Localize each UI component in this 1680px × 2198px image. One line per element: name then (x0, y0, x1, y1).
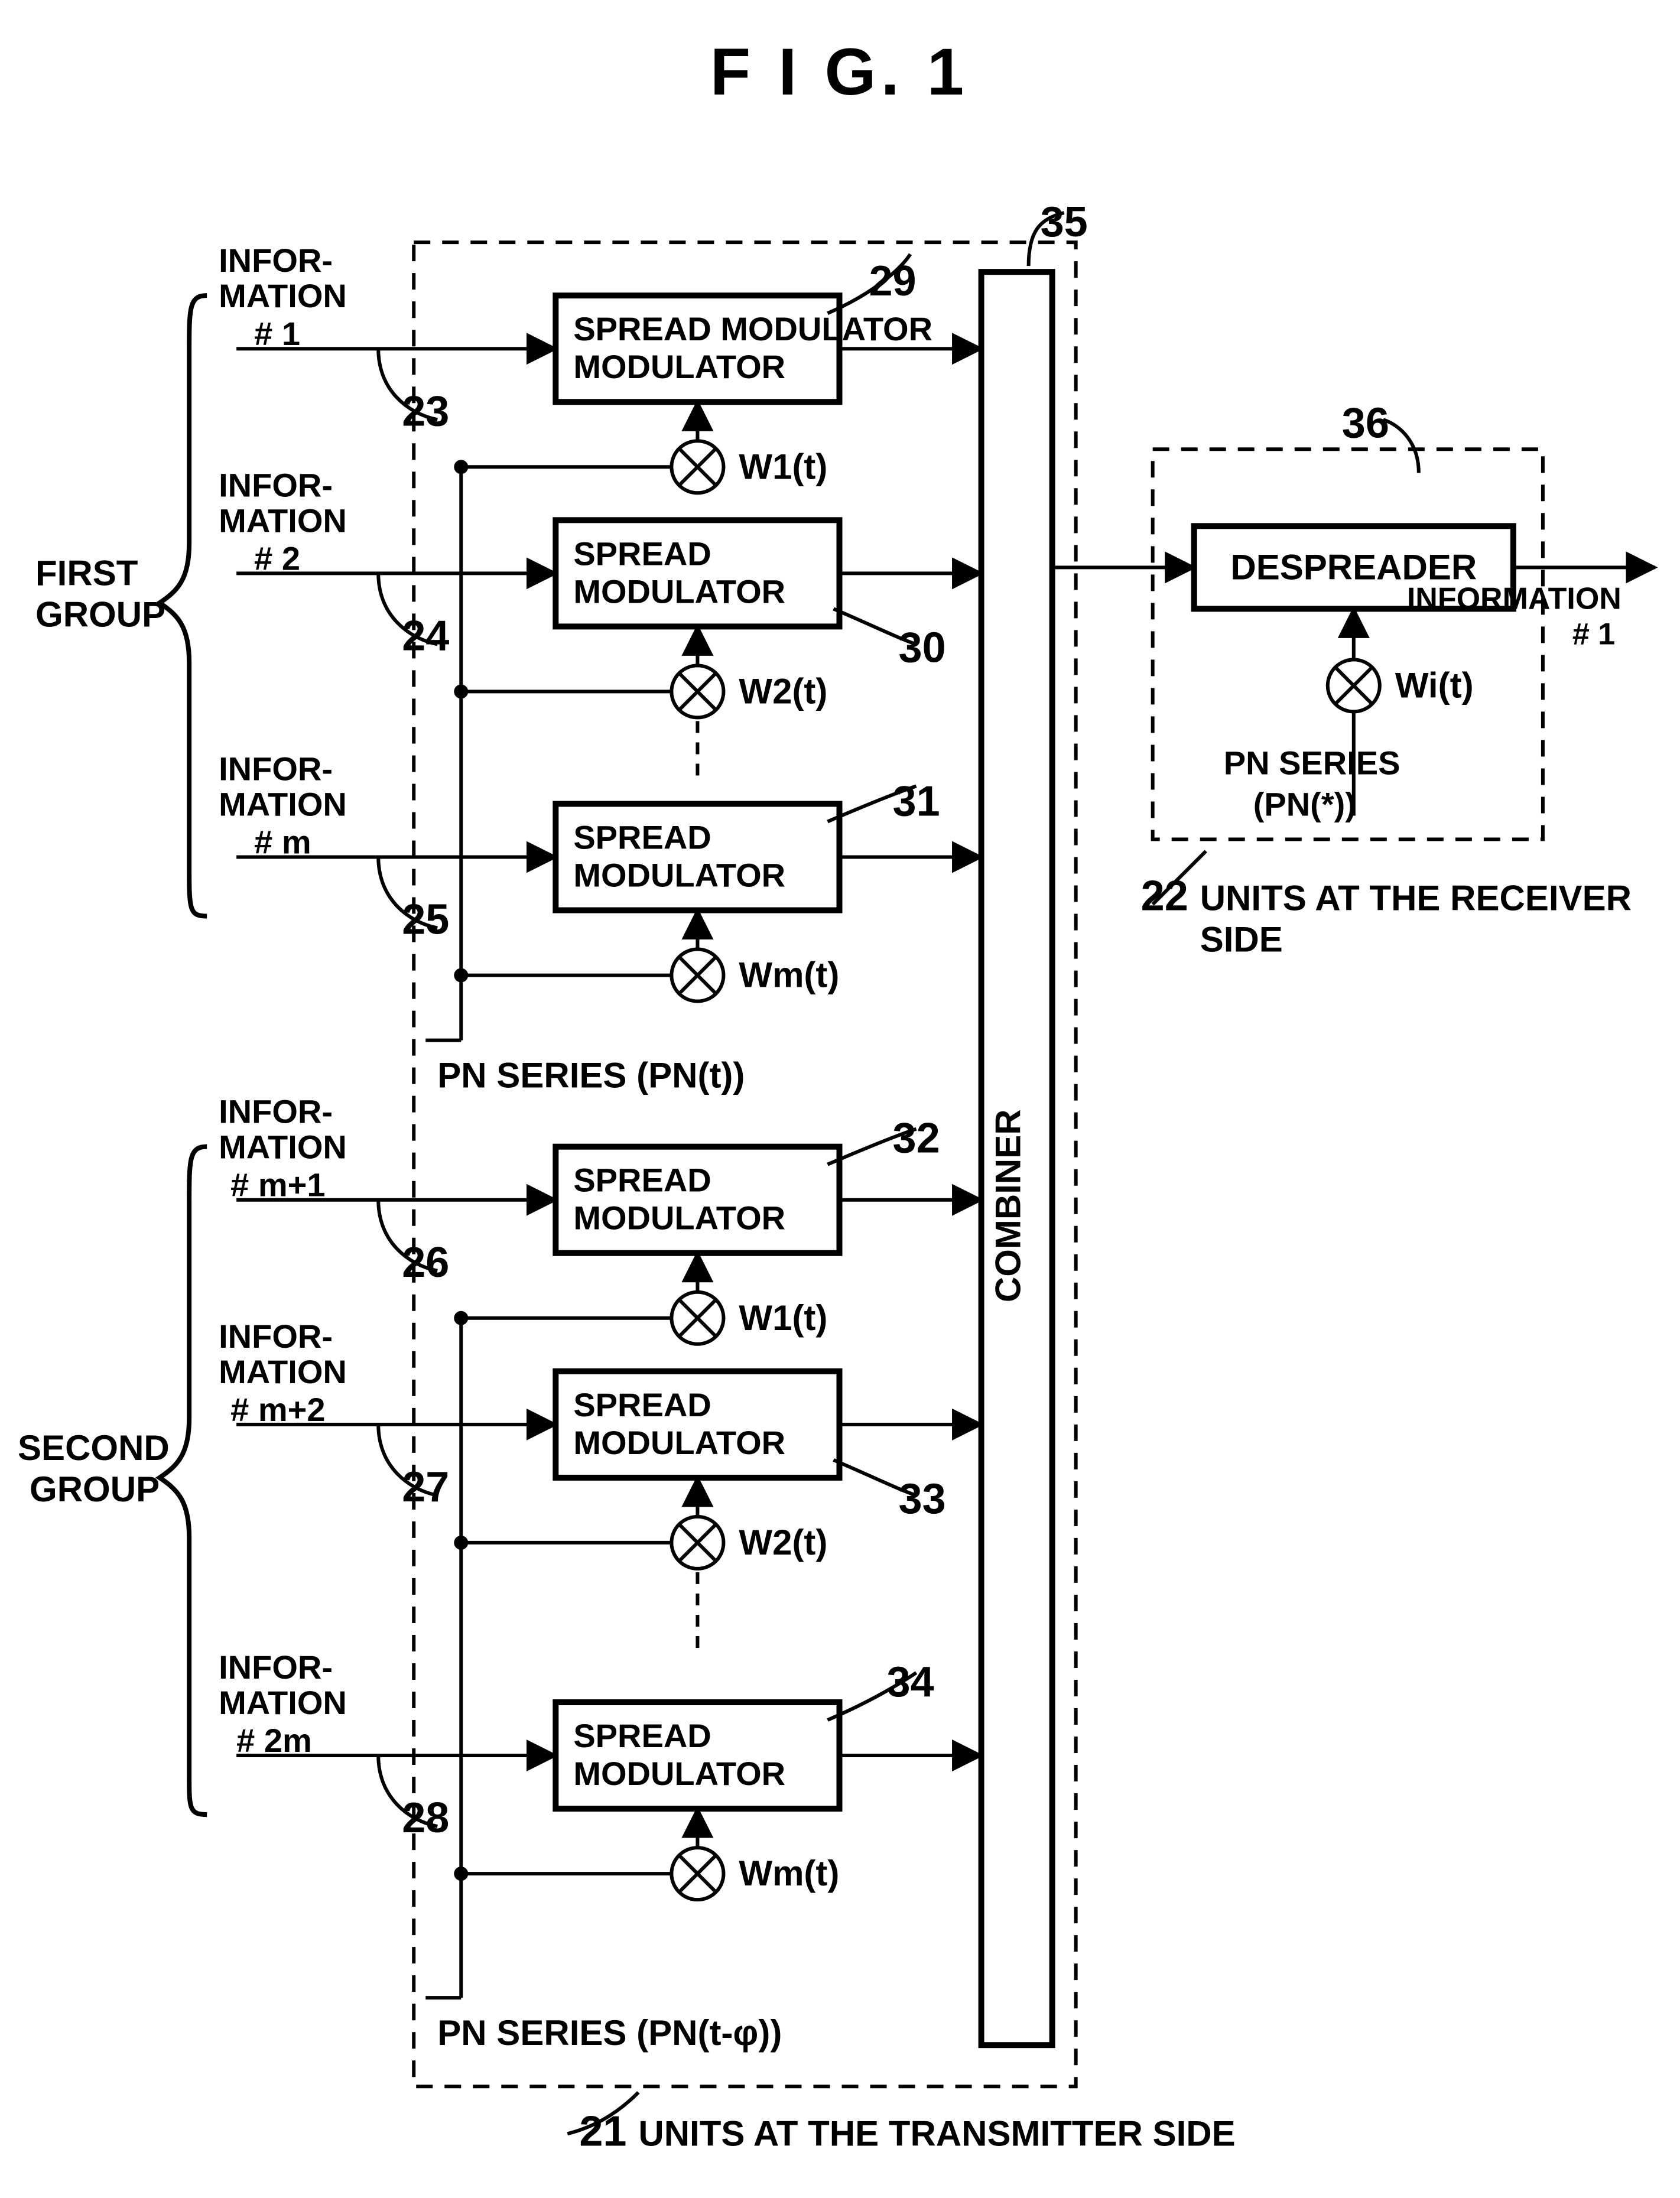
pn-series-rx: PN SERIES (1224, 744, 1400, 781)
svg-text:# m+1: # m+1 (230, 1166, 325, 1204)
svg-text:SPREAD: SPREAD (573, 1717, 711, 1754)
ref-23: 23 (402, 388, 449, 435)
combiner-label: COMBINER (989, 1109, 1028, 1302)
info-m: INFOR- (219, 750, 333, 787)
spread-modulator-33: SPREAD MODULATOR (555, 1371, 839, 1478)
info-out: INFORMATION (1407, 581, 1621, 616)
svg-text:# 1: # 1 (1572, 617, 1615, 651)
walsh-label-wi: Wi(t) (1395, 665, 1474, 705)
ref-25: 25 (402, 896, 449, 944)
figure-title: F I G. 1 (710, 35, 969, 109)
walsh-label-w1: W1(t) (739, 447, 827, 486)
svg-text:# m: # m (254, 824, 311, 861)
svg-text:# m+2: # m+2 (230, 1391, 325, 1428)
info-2: INFOR- (219, 466, 333, 503)
despreader-label: DESPREADER (1230, 547, 1477, 587)
first-group-label: FIRST (35, 553, 138, 593)
svg-text:MODULATOR: MODULATOR (573, 348, 785, 385)
ref-36: 36 (1342, 399, 1389, 447)
ref-21: 21 (579, 2108, 626, 2155)
walsh-label-wm: Wm(t) (739, 955, 839, 995)
spread-modulator-32: SPREAD MODULATOR (555, 1147, 839, 1253)
pn-series-g1: PN SERIES (PN(t)) (437, 1056, 745, 1095)
svg-text:SPREAD: SPREAD (573, 1162, 711, 1199)
ref-30: 30 (899, 624, 946, 671)
ref-28: 28 (402, 1794, 449, 1842)
ref-29: 29 (869, 258, 917, 305)
tx-caption: UNITS AT THE TRANSMITTER SIDE (638, 2114, 1235, 2153)
pn-series-rx-2: (PN(*)) (1253, 785, 1356, 822)
ref-32: 32 (893, 1115, 940, 1162)
walsh-label-wmb: Wm(t) (739, 1854, 839, 1893)
svg-text:MODULATOR: MODULATOR (573, 573, 785, 610)
first-group-label-2: GROUP (35, 594, 165, 634)
rx-caption-l2: SIDE (1200, 920, 1283, 960)
svg-text:SPREAD: SPREAD (573, 819, 711, 856)
svg-text:MODULATOR: MODULATOR (573, 1424, 785, 1461)
ref-22: 22 (1141, 873, 1188, 920)
walsh-label-w2: W2(t) (739, 671, 827, 711)
svg-text:MODULATOR: MODULATOR (573, 857, 785, 894)
info-m1: INFOR- (219, 1093, 333, 1130)
info-1: INFOR- (219, 242, 333, 279)
ref-27: 27 (402, 1464, 449, 1511)
spread-modulator-31: SPREAD MODULATOR (555, 804, 839, 910)
svg-text:SPREAD: SPREAD (573, 310, 711, 347)
figure-canvas: F I G. 1 COMBINER SPREAD MODULATOR SPREA… (0, 0, 1680, 2195)
svg-text:SPREAD: SPREAD (573, 1386, 711, 1423)
ref-26: 26 (402, 1239, 449, 1286)
svg-text:# 1: # 1 (254, 315, 300, 352)
second-group-label: SECOND (18, 1428, 170, 1468)
svg-text:# 2: # 2 (254, 539, 300, 577)
spread-modulator-34: SPREAD MODULATOR (555, 1702, 839, 1809)
svg-text:SPREAD: SPREAD (573, 535, 711, 572)
svg-text:MODULATOR: MODULATOR (573, 1199, 785, 1237)
info-2m: INFOR- (219, 1648, 333, 1686)
ref-35: 35 (1041, 199, 1088, 246)
svg-text:MATION: MATION (219, 277, 347, 314)
ref-34: 34 (887, 1659, 934, 1706)
ref-24: 24 (402, 612, 449, 659)
info-m2: INFOR- (219, 1318, 333, 1355)
svg-text:MATION: MATION (219, 785, 347, 822)
pn-series-g2: PN SERIES (PN(t-φ)) (437, 2013, 782, 2053)
svg-text:MATION: MATION (219, 1684, 347, 1721)
walsh-label-w1b: W1(t) (739, 1298, 827, 1338)
svg-text:MATION: MATION (219, 1353, 347, 1390)
svg-text:MATION: MATION (219, 502, 347, 539)
svg-text:MATION: MATION (219, 1129, 347, 1166)
ref-31: 31 (893, 778, 940, 825)
ref-33: 33 (899, 1475, 946, 1523)
walsh-label-w2b: W2(t) (739, 1523, 827, 1562)
spread-modulator-30: SPREAD MODULATOR (555, 520, 839, 626)
svg-text:# 2m: # 2m (236, 1722, 312, 1759)
second-group-label-2: GROUP (30, 1469, 160, 1509)
rx-caption-l1: UNITS AT THE RECEIVER (1200, 879, 1632, 918)
svg-text:MODULATOR: MODULATOR (573, 1755, 785, 1792)
